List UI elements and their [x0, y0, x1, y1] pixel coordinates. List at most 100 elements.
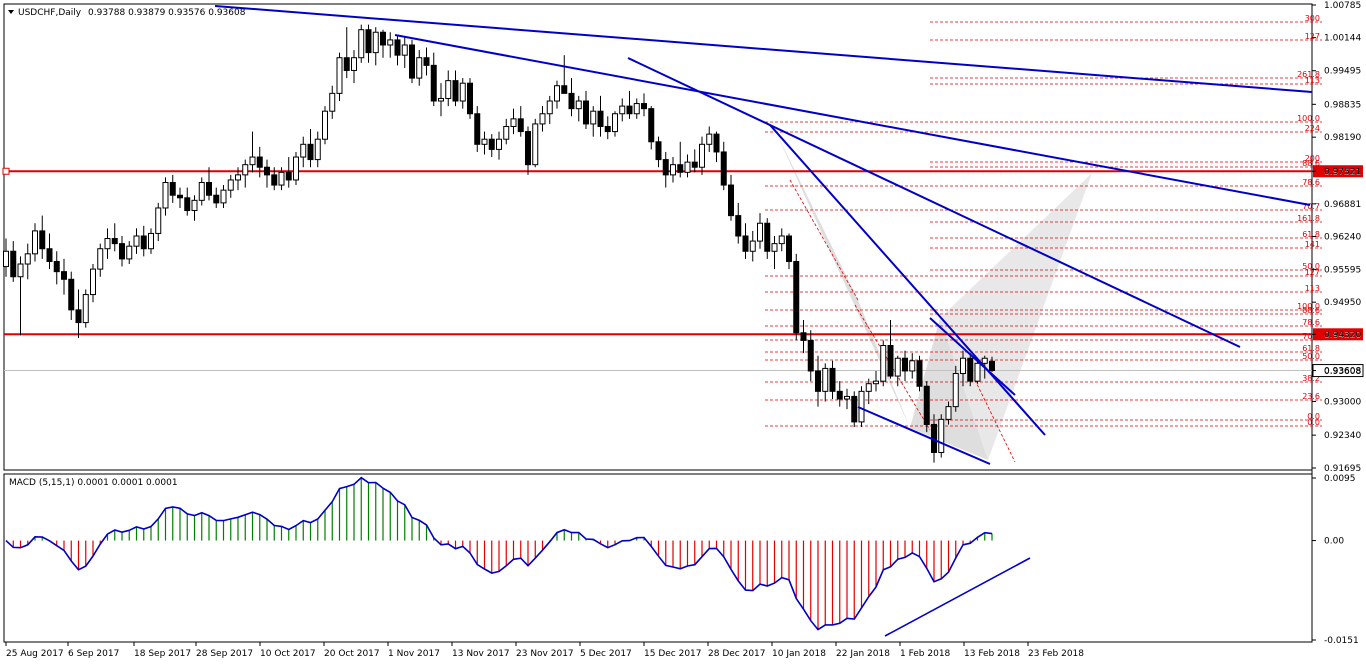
candle-body-up: [249, 156, 256, 166]
candle-body-up: [336, 57, 343, 94]
y-tick-label: 0.93608: [1324, 367, 1361, 377]
x-tick-label: 13 Feb 2018: [964, 649, 1020, 659]
candle-body-down: [742, 235, 749, 252]
y-tick-label: 0.98835: [1324, 100, 1361, 110]
fib-level-label: 0.0: [1307, 418, 1320, 427]
axis-layer: 1.00785 1.00144 0.99495 0.98835 0.98190 0.975…: [5, 1, 1361, 659]
candle-body-up: [952, 373, 959, 408]
candle-body-down: [409, 44, 415, 79]
level-anchor-handle: [2, 167, 10, 175]
candle-body-down: [815, 370, 821, 392]
candle-body-down: [365, 29, 372, 54]
candle-body-down: [967, 357, 974, 382]
candle-body-down: [68, 278, 75, 311]
y-tick-label: 1.00144: [1324, 34, 1361, 44]
candle-body-up: [242, 164, 249, 176]
x-tick-label: 18 Sep 2017: [134, 649, 191, 659]
candle-body-up: [220, 189, 227, 204]
candle-body-down: [786, 235, 792, 262]
trendline: [929, 317, 1016, 396]
candle-body-down: [851, 395, 858, 423]
trendline: [394, 34, 1311, 206]
candle-body-up: [532, 123, 539, 166]
candle-body-up: [554, 85, 560, 102]
candle-body-down: [691, 161, 698, 168]
candle-body-up: [24, 253, 31, 265]
y-tick-label: 0.97521: [1324, 167, 1361, 177]
candle-body-down: [807, 339, 814, 372]
candle-body-up: [590, 110, 597, 125]
macd-layer: [5, 476, 1031, 637]
x-tick-label: 1 Nov 2017: [388, 649, 440, 659]
candle-body-up: [858, 390, 865, 423]
price-level-label: 0.94320: [1324, 331, 1361, 341]
candle-body-down: [177, 194, 183, 199]
x-tick-label: 20 Oct 2017: [324, 649, 380, 659]
y-tick-label: 0.93000: [1324, 398, 1361, 408]
x-tick-label: 15 Dec 2017: [644, 649, 702, 659]
collapse-triangle-icon[interactable]: [8, 10, 14, 14]
x-tick-label: 5 Dec 2017: [580, 649, 632, 659]
y-tick-label: 0.96240: [1324, 233, 1361, 243]
candle-body-up: [162, 182, 169, 209]
trendlines-layer: [214, 5, 1313, 465]
candle-body-up: [17, 263, 24, 278]
x-tick-label: 23 Feb 2018: [1028, 649, 1084, 659]
candle-body-up: [445, 80, 452, 99]
candle-body-up: [894, 357, 901, 377]
y-tick-label: 1.00785: [1324, 1, 1361, 11]
candle-body-down: [46, 248, 53, 262]
macd-panel: [3, 473, 1313, 643]
candle-body-down: [728, 184, 734, 217]
candle-body-up: [844, 395, 850, 400]
candle-body-up: [496, 138, 502, 150]
candle-body-up: [938, 418, 945, 453]
candle-body-down: [119, 243, 125, 260]
pattern-dotted-leg: [789, 179, 859, 301]
candle-body-up: [314, 138, 321, 161]
candle-body-up: [575, 100, 582, 110]
candle-body-down: [764, 222, 771, 252]
candle-body-up: [198, 182, 205, 201]
fib-level-label: 23.6: [1302, 392, 1320, 401]
candle-body-up: [481, 138, 488, 145]
candle-body-down: [916, 360, 923, 387]
candle-body-up: [82, 294, 89, 324]
candle-body-down: [423, 57, 430, 66]
candle-body-down: [39, 230, 46, 250]
macd-y-tick-label: 0.0095: [1324, 474, 1356, 484]
candle-body-up: [684, 161, 691, 173]
candle-body-down: [887, 345, 894, 377]
x-tick-label: 25 Aug 2017: [6, 649, 64, 659]
fib-level-label: 113: [1305, 284, 1320, 293]
candle-body-down: [467, 82, 473, 115]
candle-body-up: [960, 357, 966, 375]
fib-level-label: 70.7: [1302, 332, 1320, 341]
candle-body-up: [619, 105, 626, 115]
candle-body-up: [757, 222, 763, 242]
candle-body-up: [459, 82, 466, 102]
candle-body-up: [822, 367, 829, 392]
candle-body-down: [604, 125, 611, 133]
candle-body-up: [104, 238, 111, 250]
macd-title: MACD (5,15,1) 0.0001 0.0001 0.0001: [9, 478, 178, 488]
candle-body-down: [735, 215, 742, 237]
candle-body-down: [829, 367, 836, 392]
fib-level-label: 50.0: [1302, 262, 1320, 271]
y-tick-label: 0.92340: [1324, 431, 1361, 441]
candle-body-up: [278, 171, 285, 186]
macd-y-tick-label: 0.00: [1324, 537, 1344, 547]
candle-body-up: [981, 357, 988, 364]
x-tick-label: 10 Jan 2018: [772, 649, 826, 659]
candle-body-down: [568, 92, 575, 110]
candle-body-up: [300, 143, 307, 158]
candle-body-up: [416, 57, 423, 79]
candle-body-down: [380, 31, 386, 46]
y-tick-label: 0.94320: [1324, 330, 1361, 340]
candle-body-down: [184, 197, 191, 212]
fib-level-label: 127: [1305, 32, 1320, 41]
y-tick-label: 0.91695: [1324, 464, 1361, 474]
candle-body-up: [503, 125, 510, 140]
candle-body-up: [329, 92, 336, 112]
